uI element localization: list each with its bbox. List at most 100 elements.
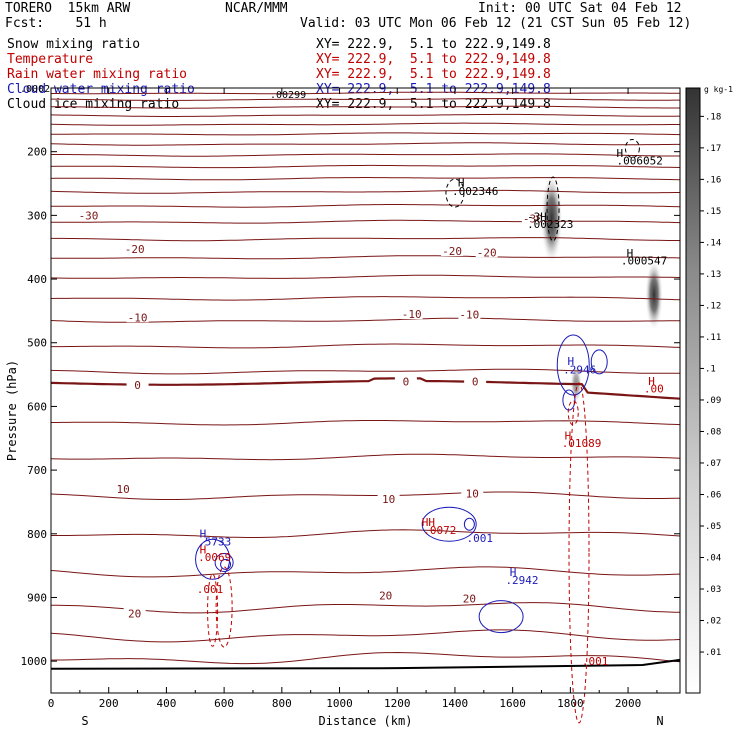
forecast-hour: Fcst: 51 h [5,16,107,31]
rain-water-contour [207,573,219,647]
isotherm-label: 10 [466,488,479,501]
isotherm-line [50,566,681,578]
isotherm-label: 10 [117,483,130,496]
y-tick-label: 500 [27,337,47,350]
isotherm-line [50,142,680,146]
snow-shading [645,258,664,331]
x-axis-label: Distance (km) [319,714,413,728]
extremum-label: -3H [527,210,547,223]
field-label: Temperature [7,52,94,67]
extremum-label: .01089 [562,437,602,450]
isotherm-label: 20 [128,607,141,620]
colorbar-unit: g kg-1 [704,85,733,94]
cloud-water-contour [195,538,231,580]
x-tick-label: 1000 [326,697,353,710]
snow-contour [546,176,560,242]
isotherm-label: -30 [79,209,99,222]
isotherm-label: -10 [459,309,479,322]
extremum-label: .2942 [505,574,538,587]
rain-water-contour [215,566,233,648]
cloud-water-contour [590,349,608,375]
isotherm-line [50,274,681,279]
extremum-label: .000547 [621,254,667,267]
extremum-label: .2946 [563,363,596,376]
isotherm-label: -30 [523,213,543,226]
snow-contour [445,178,465,208]
cloud-water-contour [556,334,590,396]
colorbar-tick-label: .13 [705,270,721,280]
x-tick-label: 800 [272,697,292,710]
isotherm-line [50,164,681,169]
isotherm-line [51,98,680,101]
cloud-water-contour [214,552,234,572]
extremum-label: H [567,355,574,368]
y-tick-label: 900 [27,591,47,604]
cloud-water-contour [562,389,576,411]
isotherm-line [50,491,681,500]
center-name: NCAR/MMM [225,1,288,16]
colorbar-tick-label: .18 [705,112,721,122]
extremum-label: H [458,177,465,190]
extremum-label: H [200,528,207,541]
colorbar-tick-label: .03 [705,585,721,595]
isotherm-label: 0 [134,379,141,392]
plot-frame [50,87,681,694]
isotherm-line [50,189,680,194]
init-time: Init: 00 UTC Sat 04 Feb 12 [478,1,682,16]
cloud-water-contour [220,558,232,570]
endpoint-left: S [81,714,88,728]
colorbar-tick-label: .17 [705,144,721,154]
isotherm-label: -10 [128,311,148,324]
x-tick-label: 1800 [557,697,584,710]
extremum-label: .5733 [198,535,231,548]
extremum-label: .002346 [452,185,498,198]
isotherm-label: 20 [379,590,392,603]
field-xy-range: XY= 222.9, 5.1 to 222.9,149.8 [316,52,551,67]
isotherm-line [51,255,681,260]
y-tick-label: 400 [27,273,47,286]
isotherm-label: 0 [472,376,479,389]
overlap-label: .0002 [20,84,50,95]
x-tick-label: 1600 [499,697,526,710]
isotherm-label: -20 [125,243,145,256]
extremum-label: .0072 [423,524,456,537]
isotherm-line [51,153,680,157]
isotherm-line [50,113,681,117]
isotherm-line [51,204,681,208]
colorbar-tick-label: .1 [705,364,716,374]
isotherm-line [50,453,681,461]
extremum-label: .006052 [617,154,663,167]
x-tick-label: 1200 [384,697,411,710]
extremum-label: H [510,566,517,579]
isotherm-line [51,529,681,538]
colorbar-tick-label: .08 [705,427,721,437]
colorbar-tick-label: .12 [705,301,721,311]
colorbar-tick-label: .04 [705,554,721,564]
colorbar [685,87,701,694]
colorbar-tick-label: .15 [705,207,721,217]
isotherm-line [51,132,681,136]
field-label: Snow mixing ratio [7,37,141,52]
isotherm-label: 0 [403,376,410,389]
colorbar-tick-label: .11 [705,333,721,343]
x-tick-label: 200 [99,697,119,710]
extremum-label: .001 [466,532,493,545]
extremum-label: H [617,147,624,160]
colorbar-tick-label: .01 [705,648,721,658]
valid-time: Valid: 03 UTC Mon 06 Feb 12 (21 CST Sun … [300,16,692,31]
isotherm-line [50,177,681,181]
colorbar-tick-label: .02 [705,617,721,627]
isotherm-label: 20 [463,593,476,606]
x-tick-label: 0 [48,697,55,710]
colorbar-tick-label: .05 [705,522,721,532]
colorbar-tick-label: .16 [705,175,721,185]
field-xy-range: XY= 222.9, 5.1 to 222.9,149.8 [316,97,551,112]
model-title: TORERO 15km ARW [5,1,131,16]
extremum-label: H [200,544,207,557]
x-tick-label: 400 [156,697,176,710]
snow-contour [624,139,640,158]
isotherm-line [51,602,680,614]
isotherm-line [50,368,681,375]
y-tick-label: 300 [27,209,47,222]
